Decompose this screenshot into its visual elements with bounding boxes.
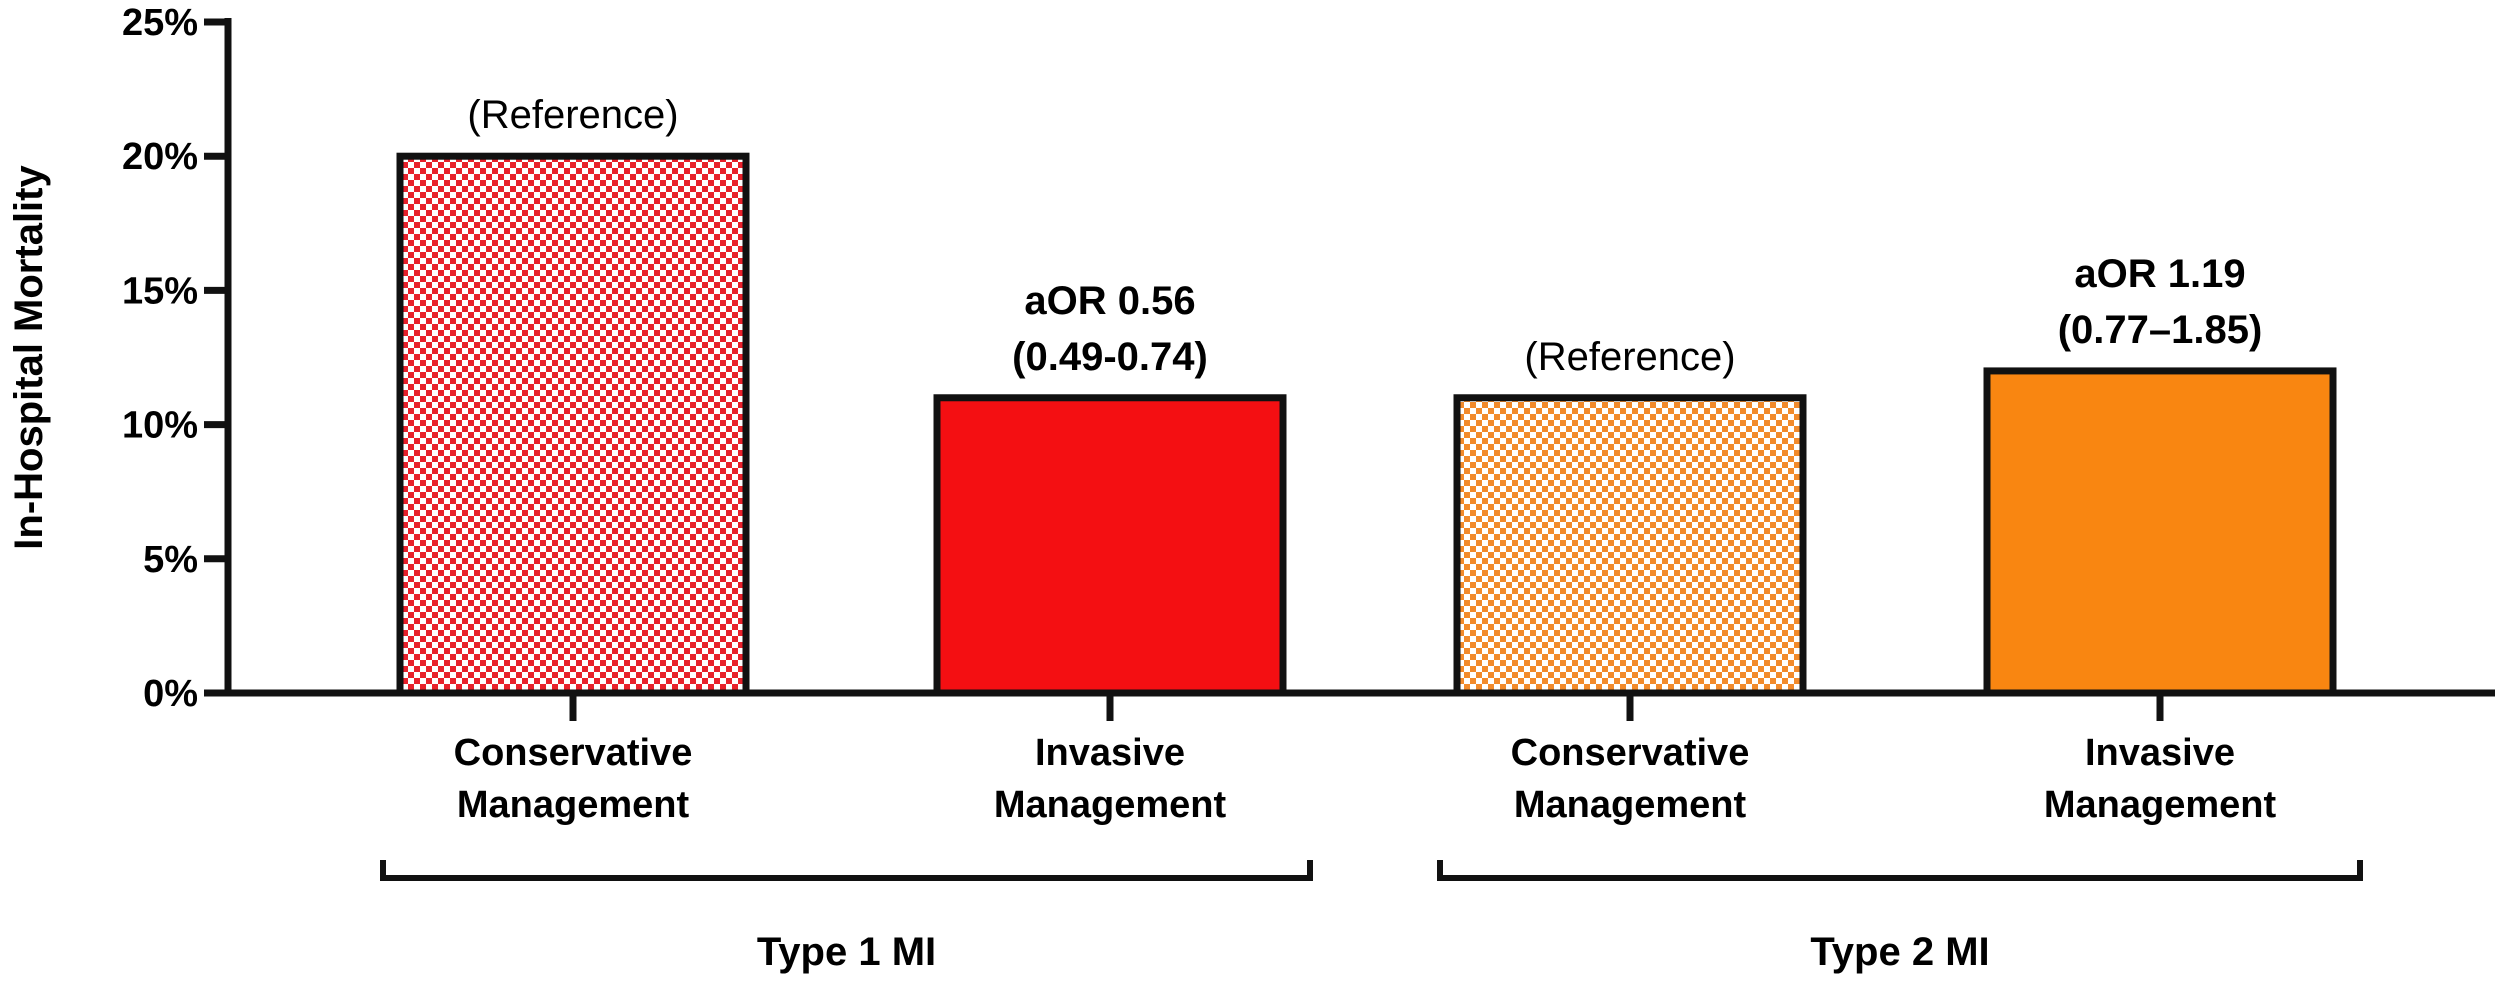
category-label: Management	[994, 784, 1227, 826]
group-label: Type 1 MI	[757, 930, 936, 974]
category-label: Conservative	[454, 732, 693, 774]
bar-3	[1453, 394, 1807, 697]
y-tick-label: 0%	[143, 673, 198, 715]
bar-1	[396, 152, 750, 697]
category-label: Conservative	[1511, 732, 1750, 774]
bar-annotation: (Reference)	[467, 93, 678, 137]
bar-annotation: (0.49-0.74)	[1012, 335, 1208, 379]
y-axis-title: In-Hospital Mortality	[7, 165, 51, 550]
bar-4	[1983, 367, 2337, 697]
category-label: Management	[2044, 784, 2277, 826]
y-tick-label: 5%	[143, 539, 198, 581]
group-bracket	[380, 860, 1313, 881]
bar-2	[933, 394, 1287, 697]
bar-annotation: (Reference)	[1524, 335, 1735, 379]
y-tick-label: 25%	[122, 2, 198, 44]
category-label: Management	[1514, 784, 1747, 826]
category-label: Invasive	[1035, 732, 1185, 774]
y-tick-label: 15%	[122, 270, 198, 312]
bar-annotation: aOR 1.19	[2074, 252, 2245, 296]
bar-annotation: (0.77–1.85)	[2058, 308, 2263, 352]
category-label: Invasive	[2085, 732, 2235, 774]
group-label: Type 2 MI	[1810, 930, 1989, 974]
y-tick-label: 10%	[122, 405, 198, 447]
bar-annotation: aOR 0.56	[1024, 279, 1195, 323]
y-tick-label: 20%	[122, 136, 198, 178]
category-label: Management	[457, 784, 690, 826]
group-bracket	[1437, 860, 2363, 881]
